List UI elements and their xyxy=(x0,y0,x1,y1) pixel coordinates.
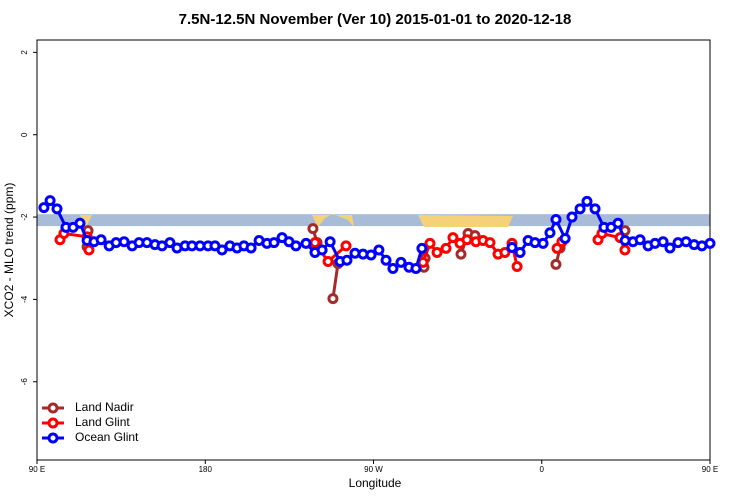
legend-marker xyxy=(47,432,59,444)
point xyxy=(118,236,130,248)
y-tick-label: -4 xyxy=(20,295,29,303)
band-layer xyxy=(37,214,710,227)
legend-marker xyxy=(47,402,59,414)
chart-title: 7.5N-12.5N November (Ver 10) 2015-01-01 … xyxy=(179,11,572,28)
land-shape xyxy=(312,214,354,227)
point xyxy=(589,203,601,215)
x-tick-label: 90 E xyxy=(702,465,718,474)
point xyxy=(290,240,302,252)
point xyxy=(431,246,443,258)
point xyxy=(216,244,228,256)
legend-label: Land Nadir xyxy=(75,400,134,414)
point xyxy=(455,248,467,260)
point xyxy=(657,236,669,248)
point xyxy=(316,244,328,256)
point xyxy=(511,260,523,272)
point xyxy=(365,249,377,261)
y-tick-label: 2 xyxy=(20,50,29,55)
land-shapes xyxy=(80,214,513,227)
point xyxy=(424,237,436,249)
point xyxy=(95,234,107,246)
point xyxy=(268,237,280,249)
point xyxy=(559,232,571,244)
land-shape xyxy=(418,215,513,227)
x-tick-label: 0 xyxy=(540,465,545,474)
point xyxy=(395,256,407,268)
y-axis-label: XCO2 - MLO trend (ppm) xyxy=(2,183,16,318)
point xyxy=(506,242,518,254)
point xyxy=(83,244,95,256)
point xyxy=(499,246,511,258)
point xyxy=(327,293,339,305)
point xyxy=(581,195,593,207)
point xyxy=(373,244,385,256)
point xyxy=(447,232,459,244)
point xyxy=(484,237,496,249)
point xyxy=(245,242,257,254)
legend-marker xyxy=(47,417,59,429)
point xyxy=(380,254,392,266)
point xyxy=(440,242,452,254)
point xyxy=(566,211,578,223)
band xyxy=(37,214,710,227)
point xyxy=(664,242,676,254)
x-tick-label: 180 xyxy=(199,465,213,474)
point xyxy=(704,237,716,249)
point xyxy=(300,237,312,249)
legend-label: Land Glint xyxy=(75,415,130,429)
point xyxy=(74,217,86,229)
point xyxy=(322,256,334,268)
point xyxy=(164,237,176,249)
point xyxy=(309,237,321,249)
point xyxy=(514,246,526,258)
x-tick-label: 90 E xyxy=(29,465,45,474)
y-tick-label: 0 xyxy=(20,132,29,137)
point xyxy=(574,203,586,215)
point xyxy=(387,263,399,275)
x-tick-label: 90 W xyxy=(364,465,383,474)
point xyxy=(461,234,473,246)
point xyxy=(550,258,562,270)
point xyxy=(634,234,646,246)
y-tick-label: -2 xyxy=(20,213,29,221)
point xyxy=(44,195,56,207)
point xyxy=(544,227,556,239)
point xyxy=(340,240,352,252)
point xyxy=(537,237,549,249)
point xyxy=(341,254,353,266)
point xyxy=(612,217,624,229)
point xyxy=(416,242,428,254)
point xyxy=(619,244,631,256)
legend-label: Ocean Glint xyxy=(75,430,139,444)
point xyxy=(51,203,63,215)
land-shape xyxy=(80,215,92,227)
y-tick-label: -6 xyxy=(20,378,29,386)
point xyxy=(550,214,562,226)
point xyxy=(410,263,422,275)
point xyxy=(324,236,336,248)
point xyxy=(307,223,319,235)
x-axis-label: Longitude xyxy=(349,476,402,490)
point xyxy=(38,202,50,214)
